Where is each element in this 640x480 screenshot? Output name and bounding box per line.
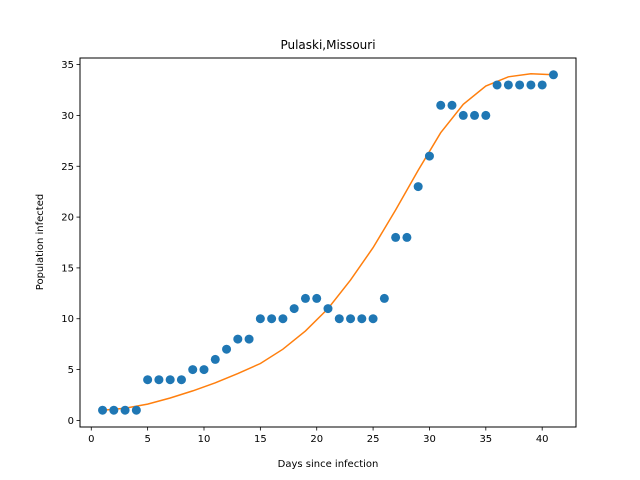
y-tick-label: 25 [61, 162, 74, 173]
x-tick-label: 20 [310, 434, 323, 445]
data-point [357, 314, 367, 324]
plot-area [79, 57, 577, 428]
y-tick-label: 35 [61, 60, 74, 71]
y-tick-label: 0 [68, 416, 74, 427]
y-tick-label: 15 [61, 263, 74, 274]
data-point [244, 334, 254, 344]
chart-title: Pulaski,Missouri [280, 38, 375, 52]
data-point [154, 375, 164, 385]
x-axis-label: Days since infection [278, 459, 379, 470]
data-point [131, 405, 141, 415]
x-tick-label: 30 [423, 434, 436, 445]
data-point [323, 304, 333, 314]
data-point [109, 405, 119, 415]
data-point [255, 314, 265, 324]
x-tick-label: 0 [88, 434, 94, 445]
data-point [402, 232, 412, 242]
data-point [188, 365, 198, 375]
x-tick-label: 10 [198, 434, 211, 445]
data-point [334, 314, 344, 324]
data-point [300, 293, 310, 303]
data-point [199, 365, 209, 375]
y-tick-label: 30 [61, 111, 74, 122]
x-axis-ticks: 0 5 10 15 20 25 30 35 40 [88, 427, 549, 445]
y-tick-label: 10 [61, 314, 74, 325]
data-point [210, 354, 220, 364]
y-tick-label: 20 [61, 213, 74, 224]
data-point [526, 80, 536, 90]
data-point [165, 375, 175, 385]
data-point [413, 182, 423, 192]
data-point [368, 314, 378, 324]
data-points [98, 70, 558, 415]
data-point [143, 375, 153, 385]
data-point [548, 70, 558, 80]
data-point [470, 110, 480, 120]
data-point [424, 151, 434, 161]
x-tick-label: 40 [536, 434, 549, 445]
data-point [458, 110, 468, 120]
y-axis-ticks: 0 5 10 15 20 25 30 35 [61, 60, 80, 427]
data-point [98, 405, 108, 415]
y-tick-label: 5 [68, 365, 74, 376]
data-point [492, 80, 502, 90]
data-point [379, 293, 389, 303]
data-point [222, 344, 232, 354]
y-axis-label: Population infected [35, 194, 46, 290]
data-point [436, 100, 446, 110]
data-point [503, 80, 513, 90]
data-point [289, 304, 299, 314]
data-point [515, 80, 525, 90]
data-point [120, 405, 130, 415]
data-point [391, 232, 401, 242]
x-tick-label: 5 [144, 434, 150, 445]
data-point [312, 293, 322, 303]
data-point [447, 100, 457, 110]
data-point [537, 80, 547, 90]
x-tick-label: 35 [479, 434, 492, 445]
data-point [278, 314, 288, 324]
data-point [346, 314, 356, 324]
x-tick-label: 25 [367, 434, 380, 445]
data-point [481, 110, 491, 120]
data-point [267, 314, 277, 324]
data-point [176, 375, 186, 385]
x-tick-label: 15 [254, 434, 267, 445]
data-point [233, 334, 243, 344]
